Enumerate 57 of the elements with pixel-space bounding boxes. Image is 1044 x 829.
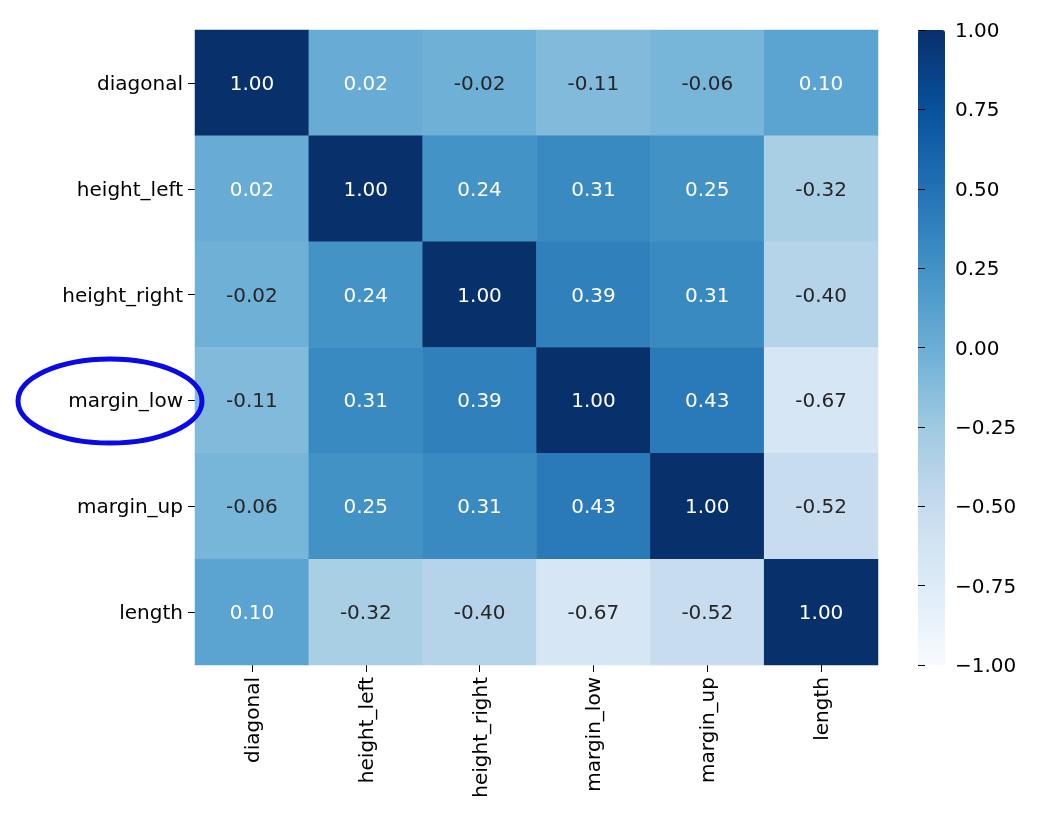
data-label: 0.43 [684, 388, 730, 413]
data-label: 0.25 [343, 494, 389, 519]
y-tick-label: diagonal [97, 70, 183, 95]
data-label: 0.02 [343, 70, 389, 95]
data-label: 1.00 [571, 388, 616, 413]
data-label: 1.00 [684, 494, 730, 519]
y-tick-label: length [119, 600, 183, 625]
data-label: 0.10 [229, 600, 275, 625]
x-tick-label: height_right [467, 676, 492, 798]
data-label: 0.24 [457, 176, 502, 201]
color-bar-label: 0.25 [955, 256, 1000, 281]
data-label: -0.11 [226, 388, 278, 413]
data-label: 0.31 [343, 388, 389, 413]
data-label: -0.02 [453, 70, 506, 95]
data-label: -0.32 [795, 176, 847, 201]
y-tick-label: height_left [76, 176, 184, 201]
data-label: -0.67 [567, 600, 620, 625]
color-bar-label: −0.50 [955, 494, 1017, 519]
x-tick-label: length [809, 677, 834, 741]
data-label: -0.40 [453, 600, 506, 625]
data-label: 0.25 [684, 176, 730, 201]
y-tick-label: margin_low [68, 388, 183, 413]
x-tick-label: margin_low [581, 677, 606, 792]
y-tick-label: height_right [62, 282, 184, 307]
data-label: 0.39 [571, 282, 616, 307]
x-tick-label: margin_up [695, 677, 720, 783]
data-label: -0.06 [226, 494, 278, 519]
color-bar-label: −1.00 [955, 653, 1017, 677]
color-bar-label: 0.50 [955, 176, 1000, 201]
data-label: -0.52 [795, 494, 847, 519]
color-bar-label: 0.75 [955, 97, 1000, 122]
data-label: 1.00 [343, 176, 389, 201]
data-label: -0.40 [795, 282, 847, 307]
color-bar-label: −0.75 [955, 573, 1017, 598]
data-label: 1.00 [229, 70, 275, 95]
data-label: 1.00 [798, 600, 844, 625]
color-bar-label: 1.00 [955, 18, 1000, 42]
data-label: 0.39 [457, 388, 502, 413]
color-bar-label: 0.00 [955, 335, 1000, 360]
data-label: -0.32 [339, 600, 392, 625]
color-bar-label: −0.25 [955, 414, 1017, 439]
data-label: 1.00 [457, 282, 502, 307]
data-label: 0.31 [684, 282, 730, 307]
data-label: 0.31 [457, 494, 502, 519]
data-label: 0.10 [798, 70, 844, 95]
data-label: 0.31 [571, 176, 616, 201]
data-label: -0.02 [226, 282, 278, 307]
data-label: 0.43 [571, 494, 616, 519]
data-label: -0.06 [681, 70, 734, 95]
y-tick-label: margin_up [77, 494, 183, 519]
data-label: -0.11 [567, 70, 620, 95]
data-label: 0.02 [229, 176, 275, 201]
data-label: -0.52 [681, 600, 734, 625]
x-tick-label: diagonal [239, 677, 264, 763]
data-label: -0.67 [795, 388, 847, 413]
x-tick-label: height_left [353, 676, 378, 784]
data-label: 0.24 [343, 282, 389, 307]
